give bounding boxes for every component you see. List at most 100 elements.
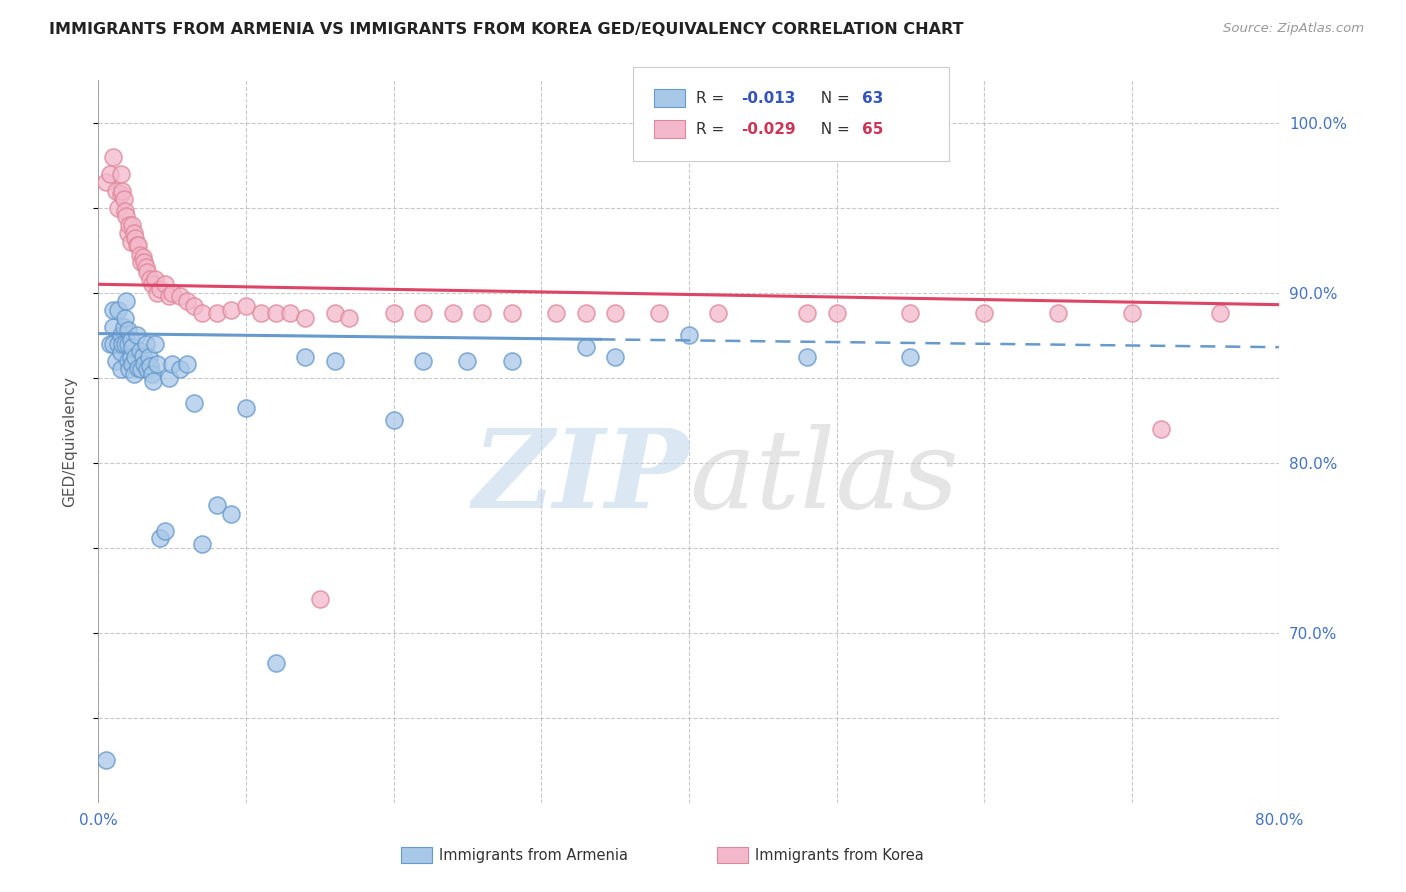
Point [128, 248, 150, 262]
Point [382, 413, 405, 427]
Point [191, 306, 214, 320]
Point [107, 336, 129, 351]
Point [264, 306, 287, 320]
Point [124, 231, 146, 245]
Point [162, 357, 183, 371]
Point [176, 294, 198, 309]
Point [121, 340, 143, 354]
Text: N =: N = [811, 122, 855, 136]
Point [121, 218, 143, 232]
Point [105, 353, 128, 368]
Point [112, 319, 135, 334]
Text: 63: 63 [862, 91, 883, 105]
Point [294, 311, 316, 326]
Point [117, 336, 139, 351]
Text: N =: N = [811, 91, 855, 105]
Point [139, 272, 162, 286]
Point [191, 537, 214, 551]
Point [250, 306, 273, 320]
Point [114, 204, 136, 219]
Point [471, 306, 494, 320]
Point [648, 306, 671, 320]
Point [1046, 306, 1070, 320]
Text: Immigrants from Armenia: Immigrants from Armenia [439, 848, 627, 863]
Point [127, 360, 149, 375]
Point [382, 306, 405, 320]
Point [132, 349, 155, 363]
Point [973, 306, 995, 320]
Point [412, 306, 434, 320]
Point [575, 306, 598, 320]
Y-axis label: GED/Equivalency: GED/Equivalency [63, 376, 77, 507]
Point [294, 351, 316, 365]
Point [412, 353, 434, 368]
Point [118, 362, 141, 376]
Point [120, 351, 142, 365]
Point [117, 227, 139, 241]
Point [129, 255, 152, 269]
Point [138, 351, 160, 365]
Text: 65: 65 [862, 122, 883, 136]
Point [134, 255, 156, 269]
Point [122, 227, 145, 241]
Point [110, 345, 132, 359]
Point [796, 306, 818, 320]
Text: -0.013: -0.013 [741, 91, 796, 105]
Point [153, 277, 176, 292]
Point [900, 306, 922, 320]
Point [124, 351, 146, 365]
Point [441, 306, 464, 320]
Text: IMMIGRANTS FROM ARMENIA VS IMMIGRANTS FROM KOREA GED/EQUIVALENCY CORRELATION CHA: IMMIGRANTS FROM ARMENIA VS IMMIGRANTS FR… [49, 22, 963, 37]
Point [134, 357, 156, 371]
Point [103, 336, 125, 351]
Point [110, 167, 132, 181]
Text: -0.029: -0.029 [741, 122, 796, 136]
Text: ZIP: ZIP [472, 424, 689, 532]
Text: atlas: atlas [689, 424, 959, 532]
Point [135, 260, 157, 275]
Point [264, 657, 287, 671]
Point [122, 368, 145, 382]
Point [120, 334, 142, 348]
Point [205, 306, 228, 320]
Point [136, 265, 159, 279]
Point [707, 306, 730, 320]
Point [309, 591, 332, 606]
Point [176, 357, 198, 371]
Point [149, 282, 172, 296]
Point [125, 238, 148, 252]
Point [221, 507, 243, 521]
Point [129, 362, 152, 376]
Point [157, 371, 180, 385]
Point [796, 351, 818, 365]
Point [136, 362, 159, 376]
Text: Immigrants from Korea: Immigrants from Korea [755, 848, 924, 863]
Point [605, 306, 627, 320]
Point [107, 302, 129, 317]
Point [183, 396, 205, 410]
Text: Source: ZipAtlas.com: Source: ZipAtlas.com [1223, 22, 1364, 36]
Point [575, 340, 598, 354]
Point [457, 353, 479, 368]
Point [221, 302, 243, 317]
Point [98, 336, 121, 351]
Point [105, 184, 128, 198]
Point [111, 336, 134, 351]
Point [114, 311, 136, 326]
Point [115, 294, 138, 309]
Point [1150, 422, 1173, 436]
Point [115, 209, 138, 223]
Point [169, 289, 191, 303]
Point [135, 336, 157, 351]
Point [280, 306, 302, 320]
Point [112, 192, 135, 206]
Point [339, 311, 361, 326]
Point [118, 218, 141, 232]
Point [120, 235, 142, 249]
Point [142, 374, 165, 388]
Point [157, 289, 180, 303]
Point [94, 175, 117, 189]
Point [153, 524, 176, 538]
Point [125, 328, 148, 343]
Point [235, 299, 257, 313]
